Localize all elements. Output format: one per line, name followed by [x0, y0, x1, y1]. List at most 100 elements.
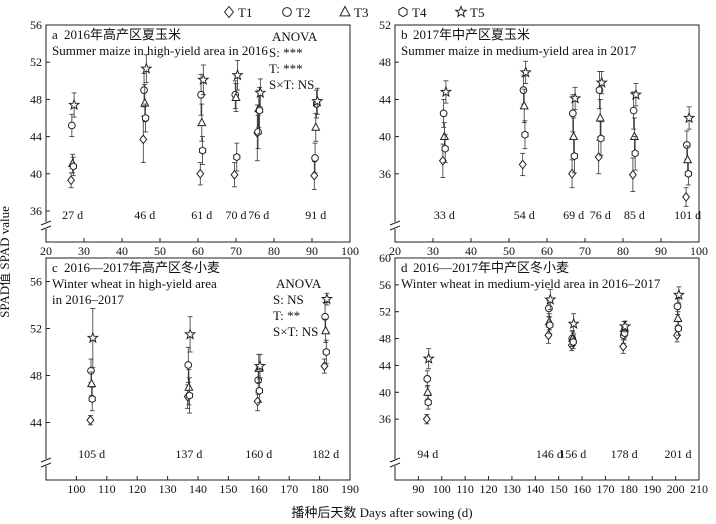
day-label: 105 d [78, 447, 105, 461]
point-t1 [67, 175, 76, 186]
x-tick-label: 140 [189, 482, 207, 496]
point-t4 [570, 151, 578, 161]
point-t1 [682, 192, 691, 203]
point-t4 [185, 391, 194, 400]
x-tick-label: 110 [98, 482, 116, 496]
axis-break [40, 457, 52, 468]
legend-label-t4: T4 [412, 5, 427, 20]
y-tick-label: 60 [379, 251, 391, 265]
y-tick-label: 56 [30, 275, 42, 289]
series-t2 [439, 71, 691, 160]
point-t1 [139, 134, 148, 145]
x-tick-label: 100 [67, 482, 85, 496]
day-label: 160 d [245, 447, 272, 461]
x-tick-label: 120 [128, 482, 146, 496]
point-t2 [254, 376, 263, 385]
day-label: 156 d [559, 447, 586, 461]
series-t4 [88, 339, 330, 414]
point-t4 [198, 146, 207, 155]
x-tick-label: 100 [341, 244, 359, 258]
x-tick-label: 130 [159, 482, 177, 496]
point-t4 [631, 149, 639, 158]
series-t5 [86, 292, 334, 379]
point-t4 [255, 106, 264, 115]
point-t4 [684, 169, 692, 178]
panel-title-en: Summer maize in high-yield area in 2016 [52, 43, 268, 58]
y-tick-label: 40 [30, 167, 42, 181]
point-t5 [68, 98, 81, 111]
point-t1 [86, 415, 95, 426]
series-t1 [67, 104, 319, 191]
series-t2 [423, 297, 682, 388]
point-t1 [230, 169, 239, 180]
legend-marker-t3 [339, 5, 351, 17]
point-t2 [423, 374, 432, 383]
panel-title-cn: 2017年中产区夏玉米 [413, 27, 530, 42]
y-tick-label: 48 [379, 332, 391, 346]
y-tick-label: 52 [30, 322, 42, 336]
x-tick-label: 120 [480, 482, 498, 496]
y-tick-label: 48 [379, 55, 391, 69]
series-t4 [69, 86, 321, 177]
point-t5 [197, 73, 210, 86]
anova-line: T: ** [273, 308, 300, 323]
anova-line: S×T: NS [273, 324, 318, 339]
panel-letter: b [401, 27, 408, 42]
panel-letter: d [401, 260, 408, 275]
x-tick-label: 100 [690, 244, 708, 258]
x-tick-label: 50 [154, 244, 166, 258]
x-tick-label: 130 [503, 482, 521, 496]
panel-a: 36 40 44 48 52 56 20 30 40 50 60 70 80 90 100 a 2016年高产区… [30, 18, 359, 258]
point-t4 [674, 324, 683, 333]
panel-d: 36 40 44 48 52 56 60 90 100 110 120 130 140 150 160 170… [379, 251, 708, 496]
point-t4 [569, 337, 577, 347]
y-tick-label: 52 [379, 305, 391, 319]
x-tick-label: 80 [617, 244, 629, 258]
point-t5 [683, 111, 696, 124]
series-t1 [438, 139, 691, 207]
point-t2 [629, 106, 638, 115]
legend-marker-t5 [454, 5, 468, 18]
point-t2 [519, 86, 528, 94]
point-t3 [629, 131, 640, 141]
series-t1 [422, 326, 682, 425]
point-t5 [595, 76, 608, 88]
y-tick-label: 44 [379, 358, 391, 372]
point-t3 [197, 117, 207, 127]
day-label: 182 d [312, 447, 339, 461]
point-t3 [184, 381, 194, 391]
point-t3 [439, 131, 450, 141]
legend-marker-t1 [223, 5, 235, 19]
point-t4 [546, 320, 554, 330]
point-t4 [424, 398, 432, 407]
panel-c: 44 48 52 56 100 110 120 130 140 150 160 170 180 190 c 2… [30, 257, 359, 496]
panel-letter: a [52, 27, 58, 42]
point-t1 [594, 152, 603, 163]
point-t5 [567, 317, 580, 330]
legend-label-t5: T5 [470, 5, 484, 20]
point-t4 [141, 113, 150, 123]
point-t4 [441, 144, 449, 153]
point-t4 [88, 394, 96, 404]
point-t2 [67, 121, 76, 130]
day-label: 85 d [624, 208, 645, 222]
point-t4 [233, 152, 241, 162]
point-t5 [544, 293, 557, 305]
point-t3 [86, 378, 97, 388]
anova-line: S: NS [273, 292, 304, 307]
point-t4 [521, 130, 529, 139]
point-t2 [673, 302, 682, 311]
x-tick-label: 60 [541, 244, 553, 258]
y-tick-label: 56 [30, 18, 42, 32]
day-label: 201 d [664, 447, 691, 461]
series-t3 [439, 88, 693, 175]
x-tick-label: 180 [311, 482, 329, 496]
point-t3 [568, 131, 579, 141]
point-t3 [231, 92, 241, 101]
day-label: 178 d [611, 447, 638, 461]
point-t1 [619, 341, 628, 352]
point-t2 [568, 109, 577, 118]
panel-letter: c [52, 260, 58, 275]
day-label: 69 d [563, 208, 584, 222]
